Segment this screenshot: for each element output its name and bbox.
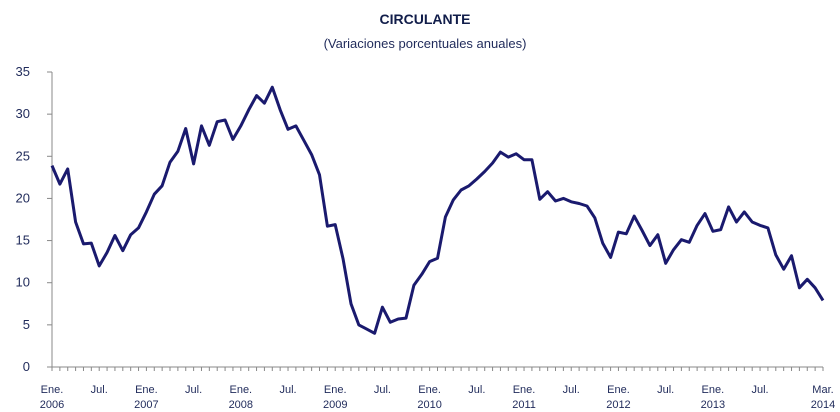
x-tick-label: Ene. 2013 — [701, 384, 725, 411]
x-tick-label: Jul. — [468, 384, 485, 396]
x-tick-label: Ene. 2012 — [606, 384, 630, 411]
y-tick-label: 15 — [16, 233, 30, 248]
x-tick-label: Ene. 2009 — [323, 384, 347, 411]
y-tick-label: 25 — [16, 148, 30, 163]
x-tick-label: Jul. — [751, 384, 768, 396]
label-line: 2014 — [811, 399, 835, 411]
x-tick-label: Ene. 2011 — [512, 384, 536, 411]
label-line: Ene. — [41, 384, 64, 396]
x-tick-label: Ene. 2007 — [134, 384, 158, 411]
series-line — [50, 85, 825, 335]
x-tick-label: Jul. — [374, 384, 391, 396]
label-line: Ene. — [418, 384, 441, 396]
label-line: 2010 — [417, 399, 441, 411]
label-line: 2006 — [40, 399, 64, 411]
label-line: 2013 — [701, 399, 725, 411]
label-line: 2008 — [229, 399, 253, 411]
x-tick-label: Jul. — [657, 384, 674, 396]
y-tick-label: 20 — [16, 190, 30, 205]
label-line: Ene. — [702, 384, 725, 396]
y-tick-label: 0 — [23, 359, 30, 374]
x-tick-label: Mar. 2014 — [811, 384, 835, 411]
label-line: 2009 — [323, 399, 347, 411]
label-line: Ene. — [229, 384, 252, 396]
chart-title: CIRCULANTE — [380, 11, 471, 27]
label-line: 2007 — [134, 399, 158, 411]
x-tick-label: Jul. — [91, 384, 108, 396]
x-tick-label: Jul. — [185, 384, 202, 396]
y-tick-label: 10 — [16, 275, 30, 290]
label-line: Ene. — [607, 384, 630, 396]
label-line: 2012 — [606, 399, 630, 411]
x-tick-label: Jul. — [279, 384, 296, 396]
label-line: Mar. — [812, 384, 833, 396]
y-tick-label: 30 — [16, 106, 30, 121]
label-line: Ene. — [324, 384, 347, 396]
label-line: Ene. — [513, 384, 536, 396]
y-tick-label: 5 — [23, 317, 30, 332]
x-tick-label: Ene. 2006 — [40, 384, 64, 411]
x-tick-label: Jul. — [563, 384, 580, 396]
chart-subtitle: (Variaciones porcentuales anuales) — [324, 36, 527, 51]
y-tick-label: 35 — [16, 64, 30, 79]
x-tick-label: Ene. 2008 — [229, 384, 253, 411]
x-tick-label: Ene. 2010 — [417, 384, 441, 411]
label-line: 2011 — [512, 399, 536, 411]
label-line: Ene. — [135, 384, 158, 396]
